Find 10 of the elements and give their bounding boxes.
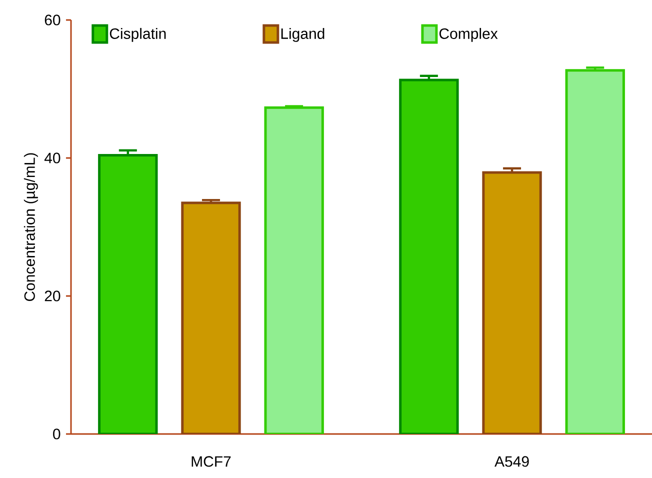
legend-label: Complex (439, 28, 498, 42)
y-tick-label: 0 (53, 428, 60, 440)
legend-label: Ligand (281, 28, 324, 42)
y-tick-label: 20 (44, 290, 60, 302)
x-tick-label: MCF7 (192, 456, 231, 467)
y-axis-title: Concentration (µg/mL) (24, 153, 38, 301)
y-tick-label: 60 (44, 14, 60, 26)
x-tick-label: A549 (494, 456, 529, 467)
y-tick-label: 40 (44, 152, 60, 164)
legend-label: Cisplatin (110, 28, 166, 42)
